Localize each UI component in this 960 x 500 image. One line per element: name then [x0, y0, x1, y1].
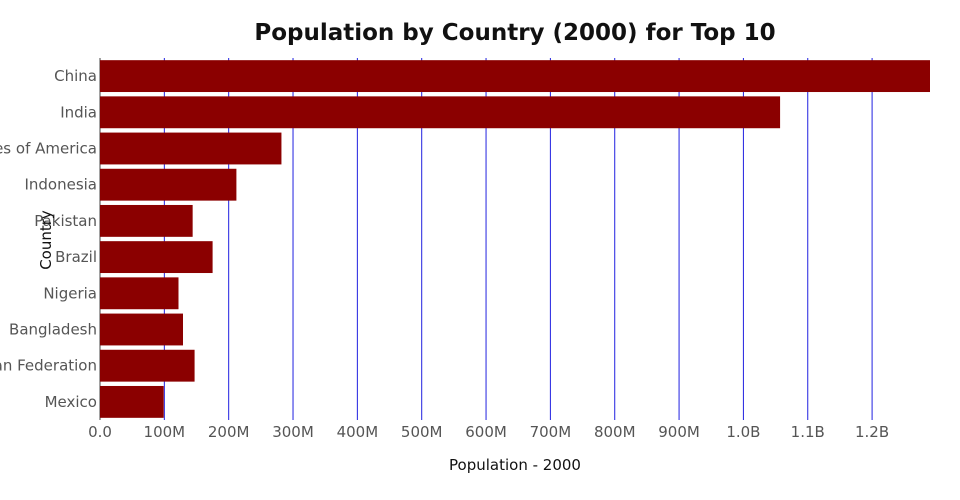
x-tick-label: 300M [272, 423, 314, 441]
x-tick-label: 400M [337, 423, 379, 441]
y-tick-label: United States of America [0, 140, 97, 158]
chart-title: Population by Country (2000) for Top 10 [254, 20, 775, 46]
y-tick-label: Bangladesh [9, 321, 97, 339]
x-tick-label: 600M [465, 423, 507, 441]
bar-china[interactable] [100, 60, 930, 93]
x-axis-title: Population - 2000 [449, 456, 581, 474]
bar-bangladesh[interactable] [100, 313, 183, 346]
bar-brazil[interactable] [100, 241, 213, 274]
x-tick-label: 1.0B [726, 423, 760, 441]
x-tick-label: 1.2B [855, 423, 889, 441]
x-tick-label: 1.1B [791, 423, 825, 441]
x-tick-label: 700M [530, 423, 572, 441]
bar-indonesia[interactable] [100, 168, 237, 201]
x-tick-labels: 0.0 100M 200M 300M 400M 500M 600M 700M 800M 900M 1… [88, 423, 889, 441]
y-tick-label: Pakistan [34, 212, 97, 230]
y-tick-label: Indonesia [24, 176, 97, 194]
bar-india[interactable] [100, 96, 781, 129]
y-tick-label: Mexico [45, 393, 97, 411]
bar-united-states-of-america[interactable] [100, 132, 282, 165]
bar-mexico[interactable] [100, 385, 164, 418]
x-tick-label: 0.0 [88, 423, 112, 441]
x-tick-label: 200M [208, 423, 250, 441]
y-axis-title: Country [37, 210, 55, 270]
x-tick-label: 100M [144, 423, 186, 441]
bar-nigeria[interactable] [100, 277, 179, 310]
y-tick-label: China [54, 67, 97, 85]
y-tick-label: Russian Federation [0, 357, 97, 375]
x-tick-label: 800M [594, 423, 636, 441]
bars [100, 60, 930, 418]
x-tick-label: 500M [401, 423, 443, 441]
y-tick-label: Nigeria [43, 284, 97, 302]
y-tick-labels: China India United States of America Indone… [0, 67, 97, 411]
bar-russian-federation[interactable] [100, 349, 195, 382]
y-tick-label: Brazil [55, 248, 97, 266]
bar-pakistan[interactable] [100, 204, 193, 237]
x-tick-label: 900M [658, 423, 700, 441]
y-tick-label: India [60, 103, 97, 121]
